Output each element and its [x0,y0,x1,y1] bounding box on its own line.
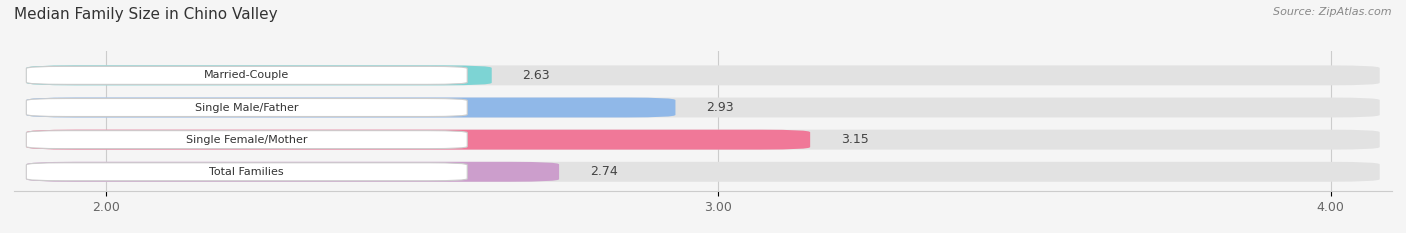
FancyBboxPatch shape [27,99,467,116]
Text: Source: ZipAtlas.com: Source: ZipAtlas.com [1274,7,1392,17]
FancyBboxPatch shape [27,98,675,117]
FancyBboxPatch shape [27,163,467,181]
FancyBboxPatch shape [27,162,1379,182]
FancyBboxPatch shape [27,130,1379,150]
FancyBboxPatch shape [27,65,1379,85]
Text: Single Male/Father: Single Male/Father [195,103,298,113]
FancyBboxPatch shape [27,130,810,150]
FancyBboxPatch shape [27,66,467,84]
FancyBboxPatch shape [27,65,492,85]
Text: Married-Couple: Married-Couple [204,70,290,80]
FancyBboxPatch shape [27,131,467,149]
Text: 2.74: 2.74 [589,165,617,178]
Text: Single Female/Mother: Single Female/Mother [186,135,308,145]
Text: 3.15: 3.15 [841,133,869,146]
Text: 2.93: 2.93 [706,101,734,114]
Text: Total Families: Total Families [209,167,284,177]
FancyBboxPatch shape [27,98,1379,117]
Text: 2.63: 2.63 [523,69,550,82]
Text: Median Family Size in Chino Valley: Median Family Size in Chino Valley [14,7,278,22]
FancyBboxPatch shape [27,162,560,182]
